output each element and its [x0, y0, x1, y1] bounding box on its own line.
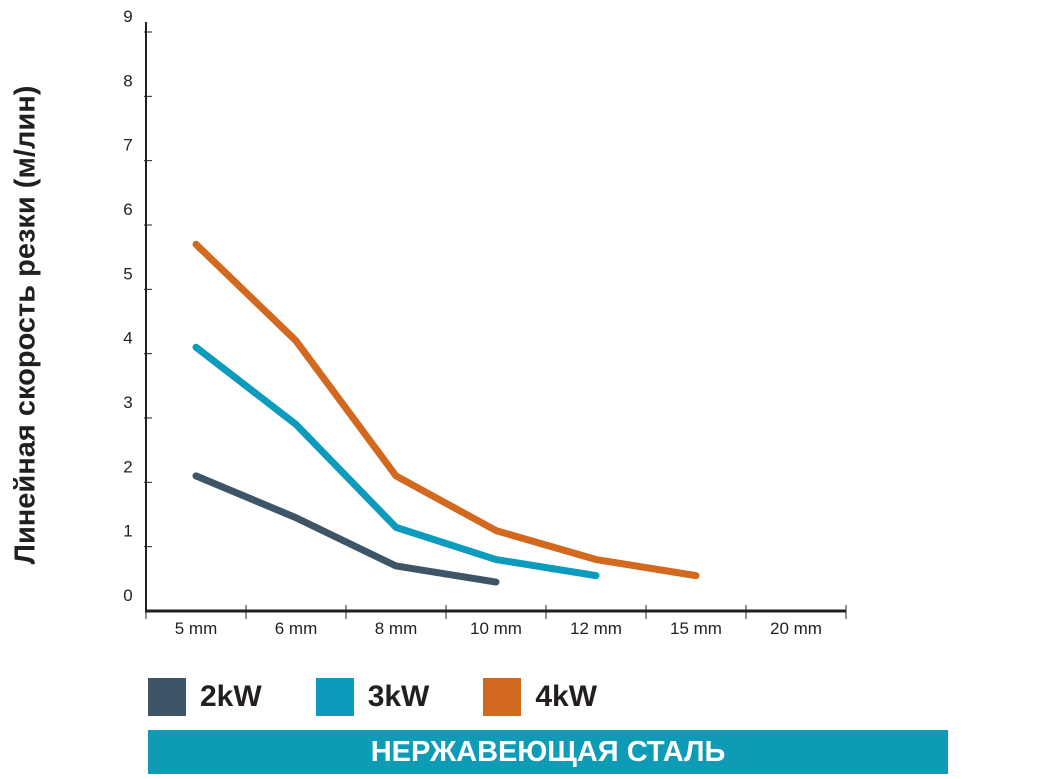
legend-label-3kw: 3kW	[367, 680, 430, 713]
x-tick-label: 10 mm	[470, 619, 522, 638]
legend-item-3kw: 3kW	[315, 678, 430, 716]
x-ticks: 5 mm 6 mm 8 mm 10 mm 12 mm 15 mm 20 mm	[145, 605, 847, 638]
line-chart: 0 1 2 3 4 5 6 7 8 9 5 mm 6 mm 8 mm 10 mm 12 mm 15 mm 20…	[123, 7, 847, 638]
x-tick-label: 12 mm	[570, 619, 622, 638]
legend-swatch-2kw	[148, 678, 186, 716]
series-line-4kw	[192, 240, 700, 580]
x-tick-label: 15 mm	[670, 619, 722, 638]
y-tick-label: 5	[123, 264, 132, 283]
legend-swatch-3kw	[315, 678, 354, 716]
series-line-3kw	[192, 343, 600, 580]
y-tick-label: 2	[123, 457, 132, 476]
x-tick-label: 5 mm	[175, 619, 218, 638]
y-tick-label: 4	[123, 329, 132, 348]
y-axis-label-container: Линейная скорость резки (м/лин)	[6, 30, 46, 620]
legend-label-4kw: 4kW	[535, 680, 598, 713]
y-ticks: 0 1 2 3 4 5 6 7 8 9	[123, 7, 152, 605]
material-banner: НЕРЖАВЕЮЩАЯ СТАЛЬ	[148, 730, 948, 774]
x-tick-label: 6 mm	[275, 619, 318, 638]
series-lines	[192, 240, 700, 586]
series-line-2kw	[192, 472, 500, 586]
x-tick-label: 20 mm	[770, 619, 822, 638]
legend-item-2kw: 2kW	[148, 678, 262, 716]
y-tick-label: 6	[123, 200, 132, 219]
legend-item-4kw: 4kW	[483, 678, 597, 716]
y-tick-label: 9	[123, 7, 132, 26]
y-tick-label: 0	[123, 586, 132, 605]
legend-swatch-4kw	[483, 678, 522, 716]
legend-label-2kw: 2kW	[200, 680, 262, 713]
legend: 2kW 3kW 4kW	[148, 678, 651, 716]
y-tick-label: 1	[123, 522, 132, 541]
axes	[145, 22, 846, 613]
y-tick-label: 8	[123, 71, 132, 90]
y-tick-label: 7	[123, 136, 132, 155]
y-tick-label: 3	[123, 393, 132, 412]
y-axis-label: Линейная скорость резки (м/лин)	[9, 85, 42, 565]
x-tick-label: 8 mm	[375, 619, 418, 638]
